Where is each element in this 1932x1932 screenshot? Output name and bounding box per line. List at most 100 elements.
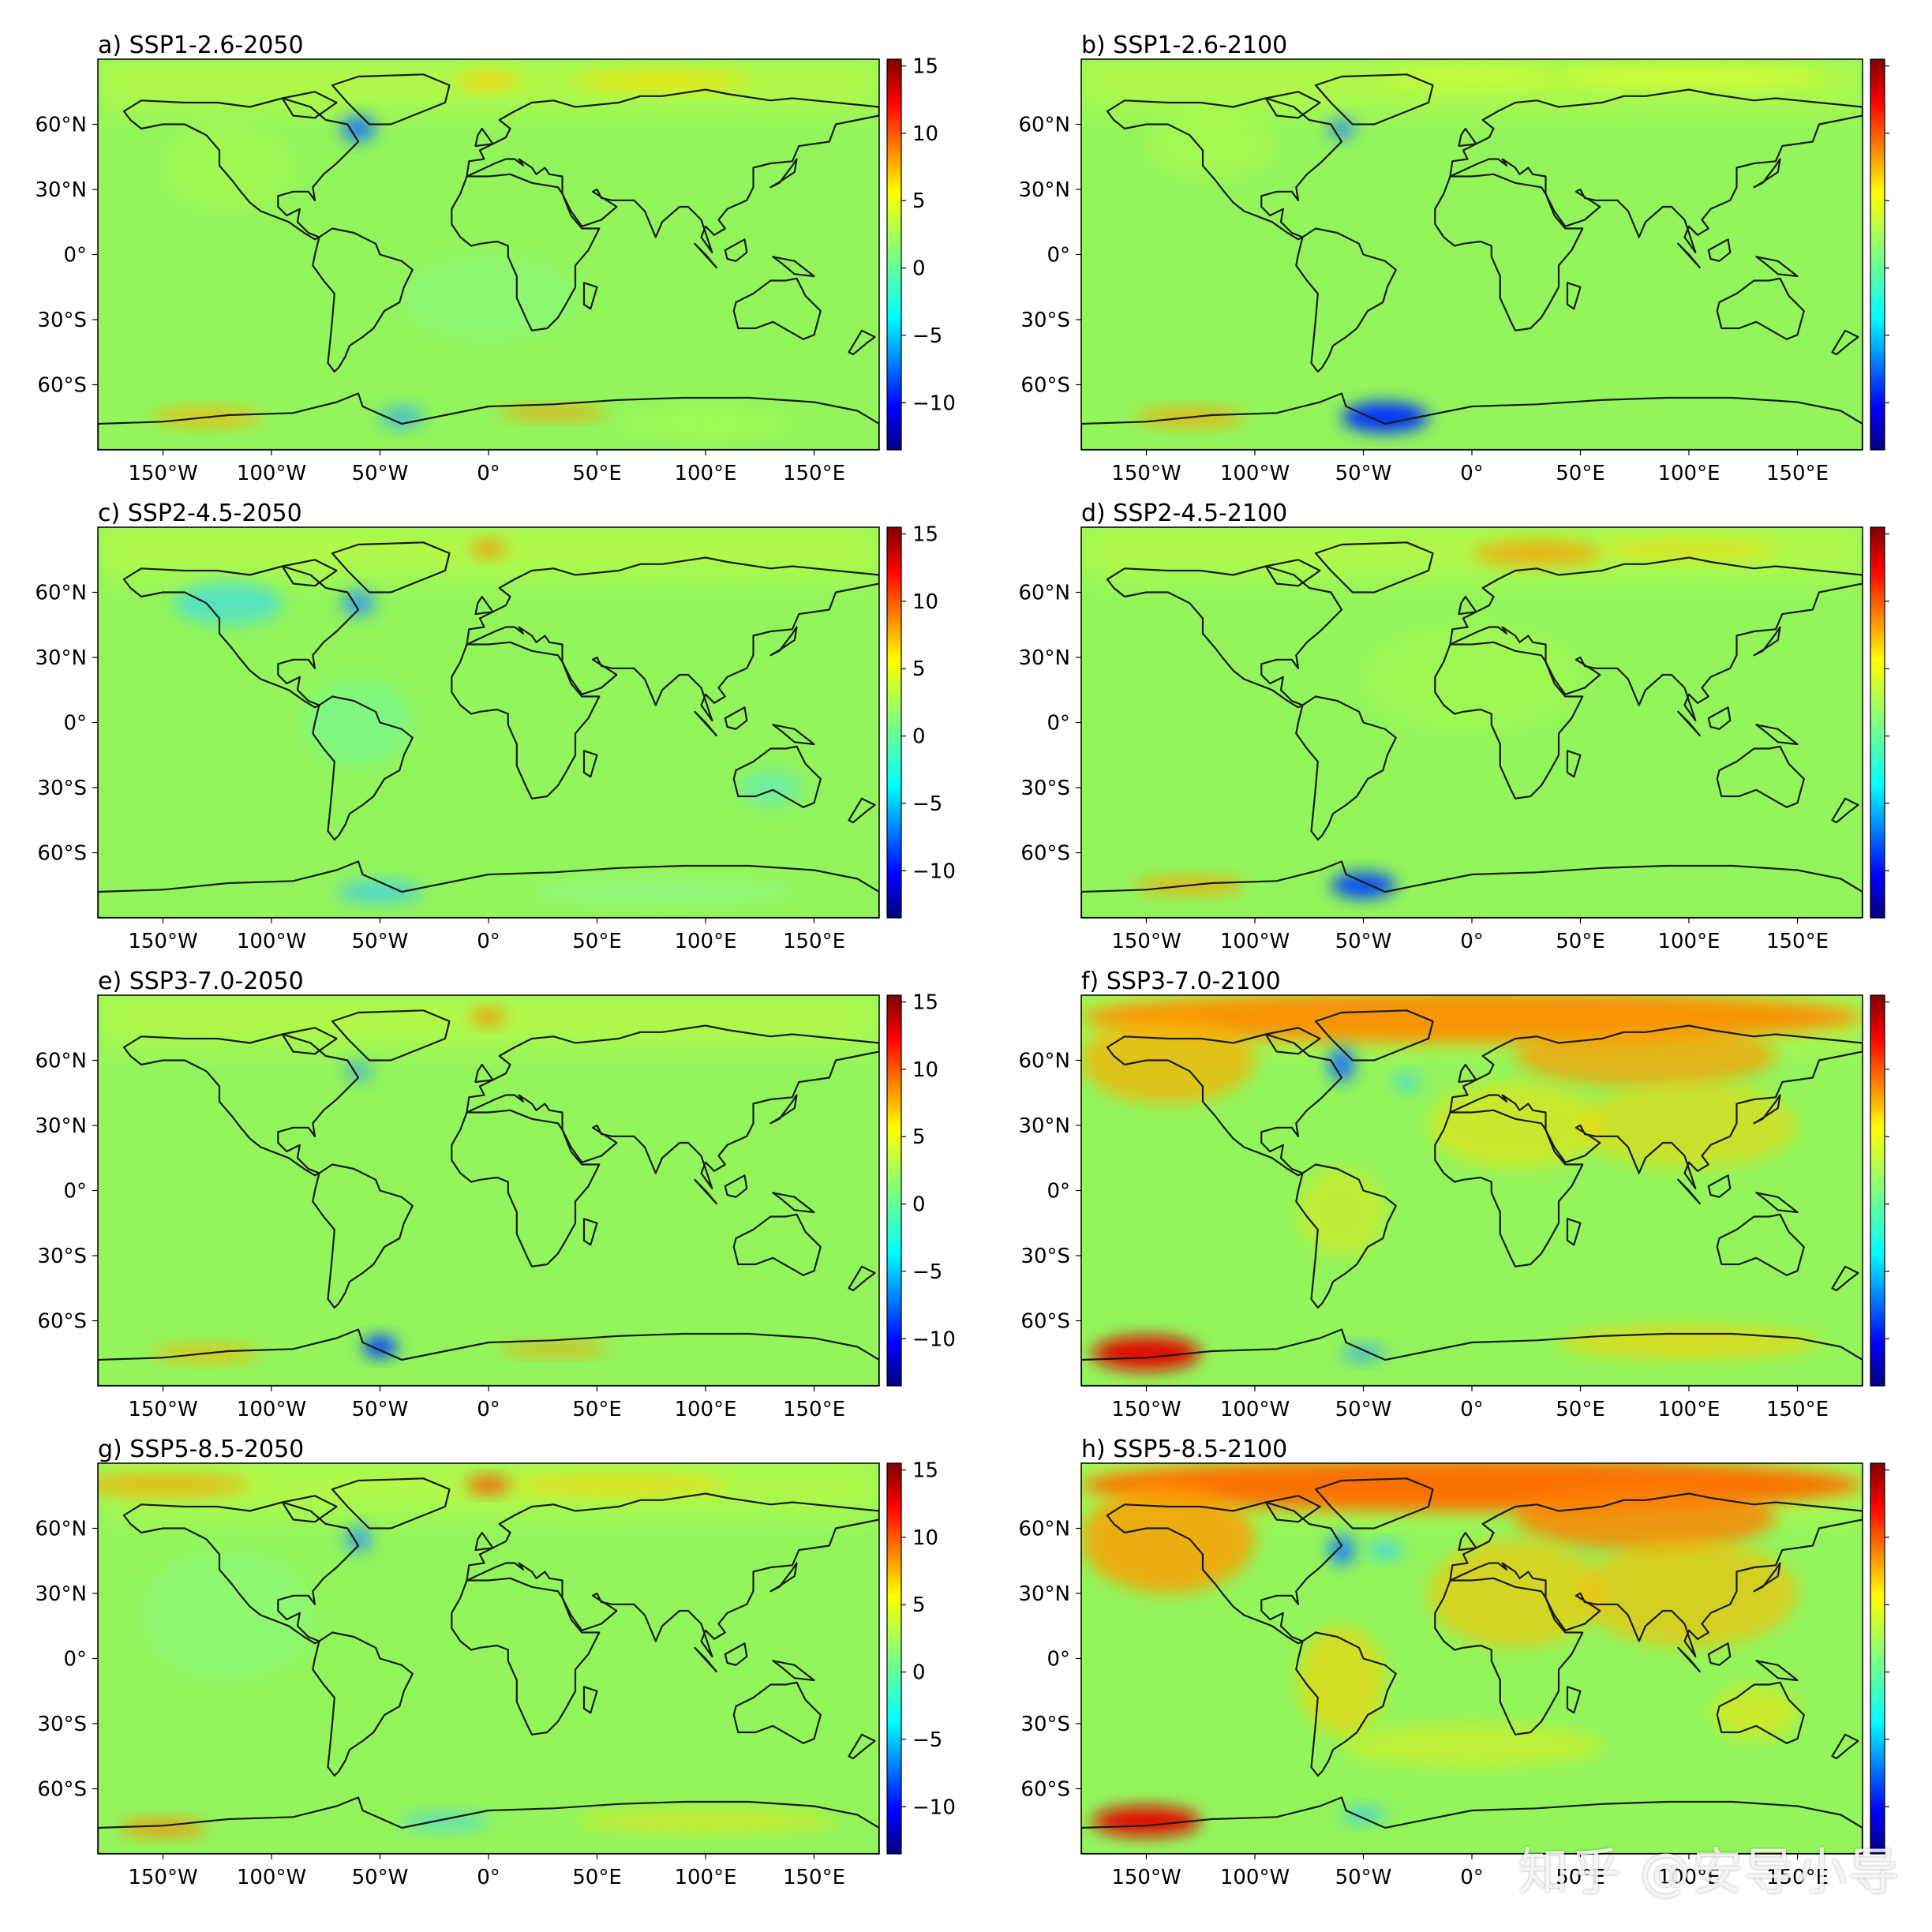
coastline: [1295, 1163, 1397, 1309]
coastline: [772, 1192, 815, 1214]
lon-tick-label: 150°W: [128, 1398, 197, 1421]
colorbar-tick-label: −10: [912, 391, 956, 415]
coastline: [474, 595, 494, 616]
coastline: [724, 1174, 748, 1198]
watermark: 知乎 @安导小导: [1518, 1844, 1900, 1902]
anomaly-field: [98, 1463, 879, 1854]
coastline: [694, 710, 717, 737]
panel-title: a) SSP1-2.6-2050: [98, 32, 304, 59]
coastline: [1716, 277, 1805, 340]
lat-tick-label: 0°: [63, 244, 87, 268]
lat-tick-label: 60°S: [37, 1778, 87, 1802]
lat-tick-label: 30°S: [37, 1713, 87, 1736]
coastline: [694, 242, 717, 269]
lat-tick-label: 30°S: [37, 777, 87, 800]
map-panel-b: b) SSP1-2.6-2100 60°N 30°N 0° 30°S 60°S 150°W 1…: [1018, 32, 1889, 485]
panel-title: b) SSP1-2.6-2100: [1081, 32, 1287, 59]
lon-tick-label: 150°E: [783, 1398, 845, 1421]
lon-tick-label: 50°W: [352, 1866, 409, 1889]
panel-title: f) SSP3-7.0-2100: [1081, 968, 1281, 995]
lon-tick-label: 100°W: [237, 1398, 306, 1421]
lat-tick-label: 60°N: [35, 1050, 87, 1073]
panel-title: c) SSP2-4.5-2050: [98, 500, 302, 527]
coastline: [1081, 392, 1863, 450]
coastline: [1449, 556, 1863, 721]
colorbar-tick-label: −5: [912, 792, 942, 816]
lat-tick-label: 30°S: [1020, 1245, 1070, 1268]
lon-tick-label: 50°E: [1556, 462, 1605, 485]
lon-tick-label: 150°W: [1111, 1398, 1181, 1421]
anomaly-field: [98, 59, 879, 450]
coastline: [281, 1495, 338, 1523]
coastline: [474, 1063, 494, 1084]
lon-tick-label: 100°E: [1657, 1866, 1720, 1889]
coastline: [1677, 710, 1701, 737]
lon-tick-label: 100°W: [1220, 1866, 1290, 1889]
coastline: [474, 1531, 494, 1552]
colorbar-tick-label: 5: [912, 1593, 926, 1617]
coastline: [331, 541, 451, 593]
coastline: [1755, 724, 1799, 746]
lon-tick-label: 150°E: [783, 462, 845, 485]
coastline: [466, 88, 879, 253]
lat-tick-label: 60°S: [37, 374, 87, 398]
lon-tick-label: 150°E: [783, 1866, 845, 1889]
coastline: [582, 1686, 598, 1714]
coastline: [331, 1477, 451, 1530]
coastline: [1831, 1733, 1859, 1760]
lon-tick-label: 100°E: [1657, 462, 1720, 485]
map-panel-f: f) SSP3-7.0-2100 60°N 30°N 0° 30°S 60°S 150°W 1…: [1018, 968, 1889, 1421]
coastline: [98, 860, 879, 918]
colorbar-gradient: [886, 58, 902, 451]
coastline: [1264, 559, 1321, 587]
coastline: [1677, 1178, 1701, 1205]
lat-tick-label: 30°N: [35, 1114, 87, 1138]
coastline: [281, 1027, 338, 1055]
lon-tick-label: 150°W: [1111, 930, 1181, 953]
anomaly-field: [1081, 527, 1863, 918]
lon-tick-label: 100°W: [1220, 930, 1290, 953]
coastline: [122, 97, 360, 241]
lat-tick-label: 0°: [63, 1180, 87, 1204]
lon-tick-label: 150°W: [128, 1866, 197, 1889]
lon-tick-label: 0°: [477, 462, 500, 485]
colorbar-tick-label: 10: [912, 590, 938, 614]
coastline: [1831, 797, 1859, 824]
lat-tick-label: 30°N: [1018, 1114, 1070, 1138]
coastline: [451, 173, 601, 331]
lon-tick-label: 100°W: [237, 1866, 306, 1889]
coastline: [98, 392, 879, 450]
colorbar-tick-label: 0: [912, 1193, 926, 1217]
lat-tick-label: 60°S: [1020, 1778, 1070, 1802]
lon-tick-label: 0°: [477, 930, 500, 953]
map-panel-a: a) SSP1-2.6-2050 60°N 30°N 0° 30°S 60°S 150°W 1…: [35, 32, 955, 485]
lon-tick-label: 150°E: [1766, 1866, 1829, 1889]
coastline: [772, 1660, 815, 1682]
lon-tick-label: 50°W: [1335, 462, 1392, 485]
lon-tick-label: 100°E: [1657, 930, 1720, 953]
lat-tick-label: 30°N: [35, 1582, 87, 1606]
lat-tick-label: 60°N: [1018, 1518, 1070, 1541]
lat-tick-label: 60°N: [35, 114, 87, 137]
lon-tick-label: 150°W: [128, 930, 197, 953]
coastline: [1458, 1063, 1477, 1084]
coastline: [1449, 1492, 1863, 1657]
coastline: [1707, 706, 1732, 730]
coastline: [1458, 595, 1477, 616]
coastline: [1755, 1192, 1799, 1214]
lon-tick-label: 100°W: [237, 930, 306, 953]
coastline: [281, 91, 338, 119]
coastline: [1106, 565, 1343, 709]
map-panel-d: d) SSP2-4.5-2100 60°N 30°N 0° 30°S 60°S 150°W 1…: [1018, 500, 1889, 953]
colorbar-tick-label: 0: [912, 1661, 926, 1685]
lat-tick-label: 0°: [1046, 244, 1070, 268]
lat-tick-label: 30°N: [35, 646, 87, 670]
lon-tick-label: 0°: [1460, 1398, 1484, 1421]
coastline: [724, 238, 748, 262]
coastline: [466, 1492, 879, 1657]
coastline: [694, 1646, 717, 1673]
coastline: [451, 1109, 601, 1267]
coastline: [1295, 1631, 1397, 1777]
coastline: [1753, 158, 1781, 189]
coastline: [1677, 242, 1701, 269]
